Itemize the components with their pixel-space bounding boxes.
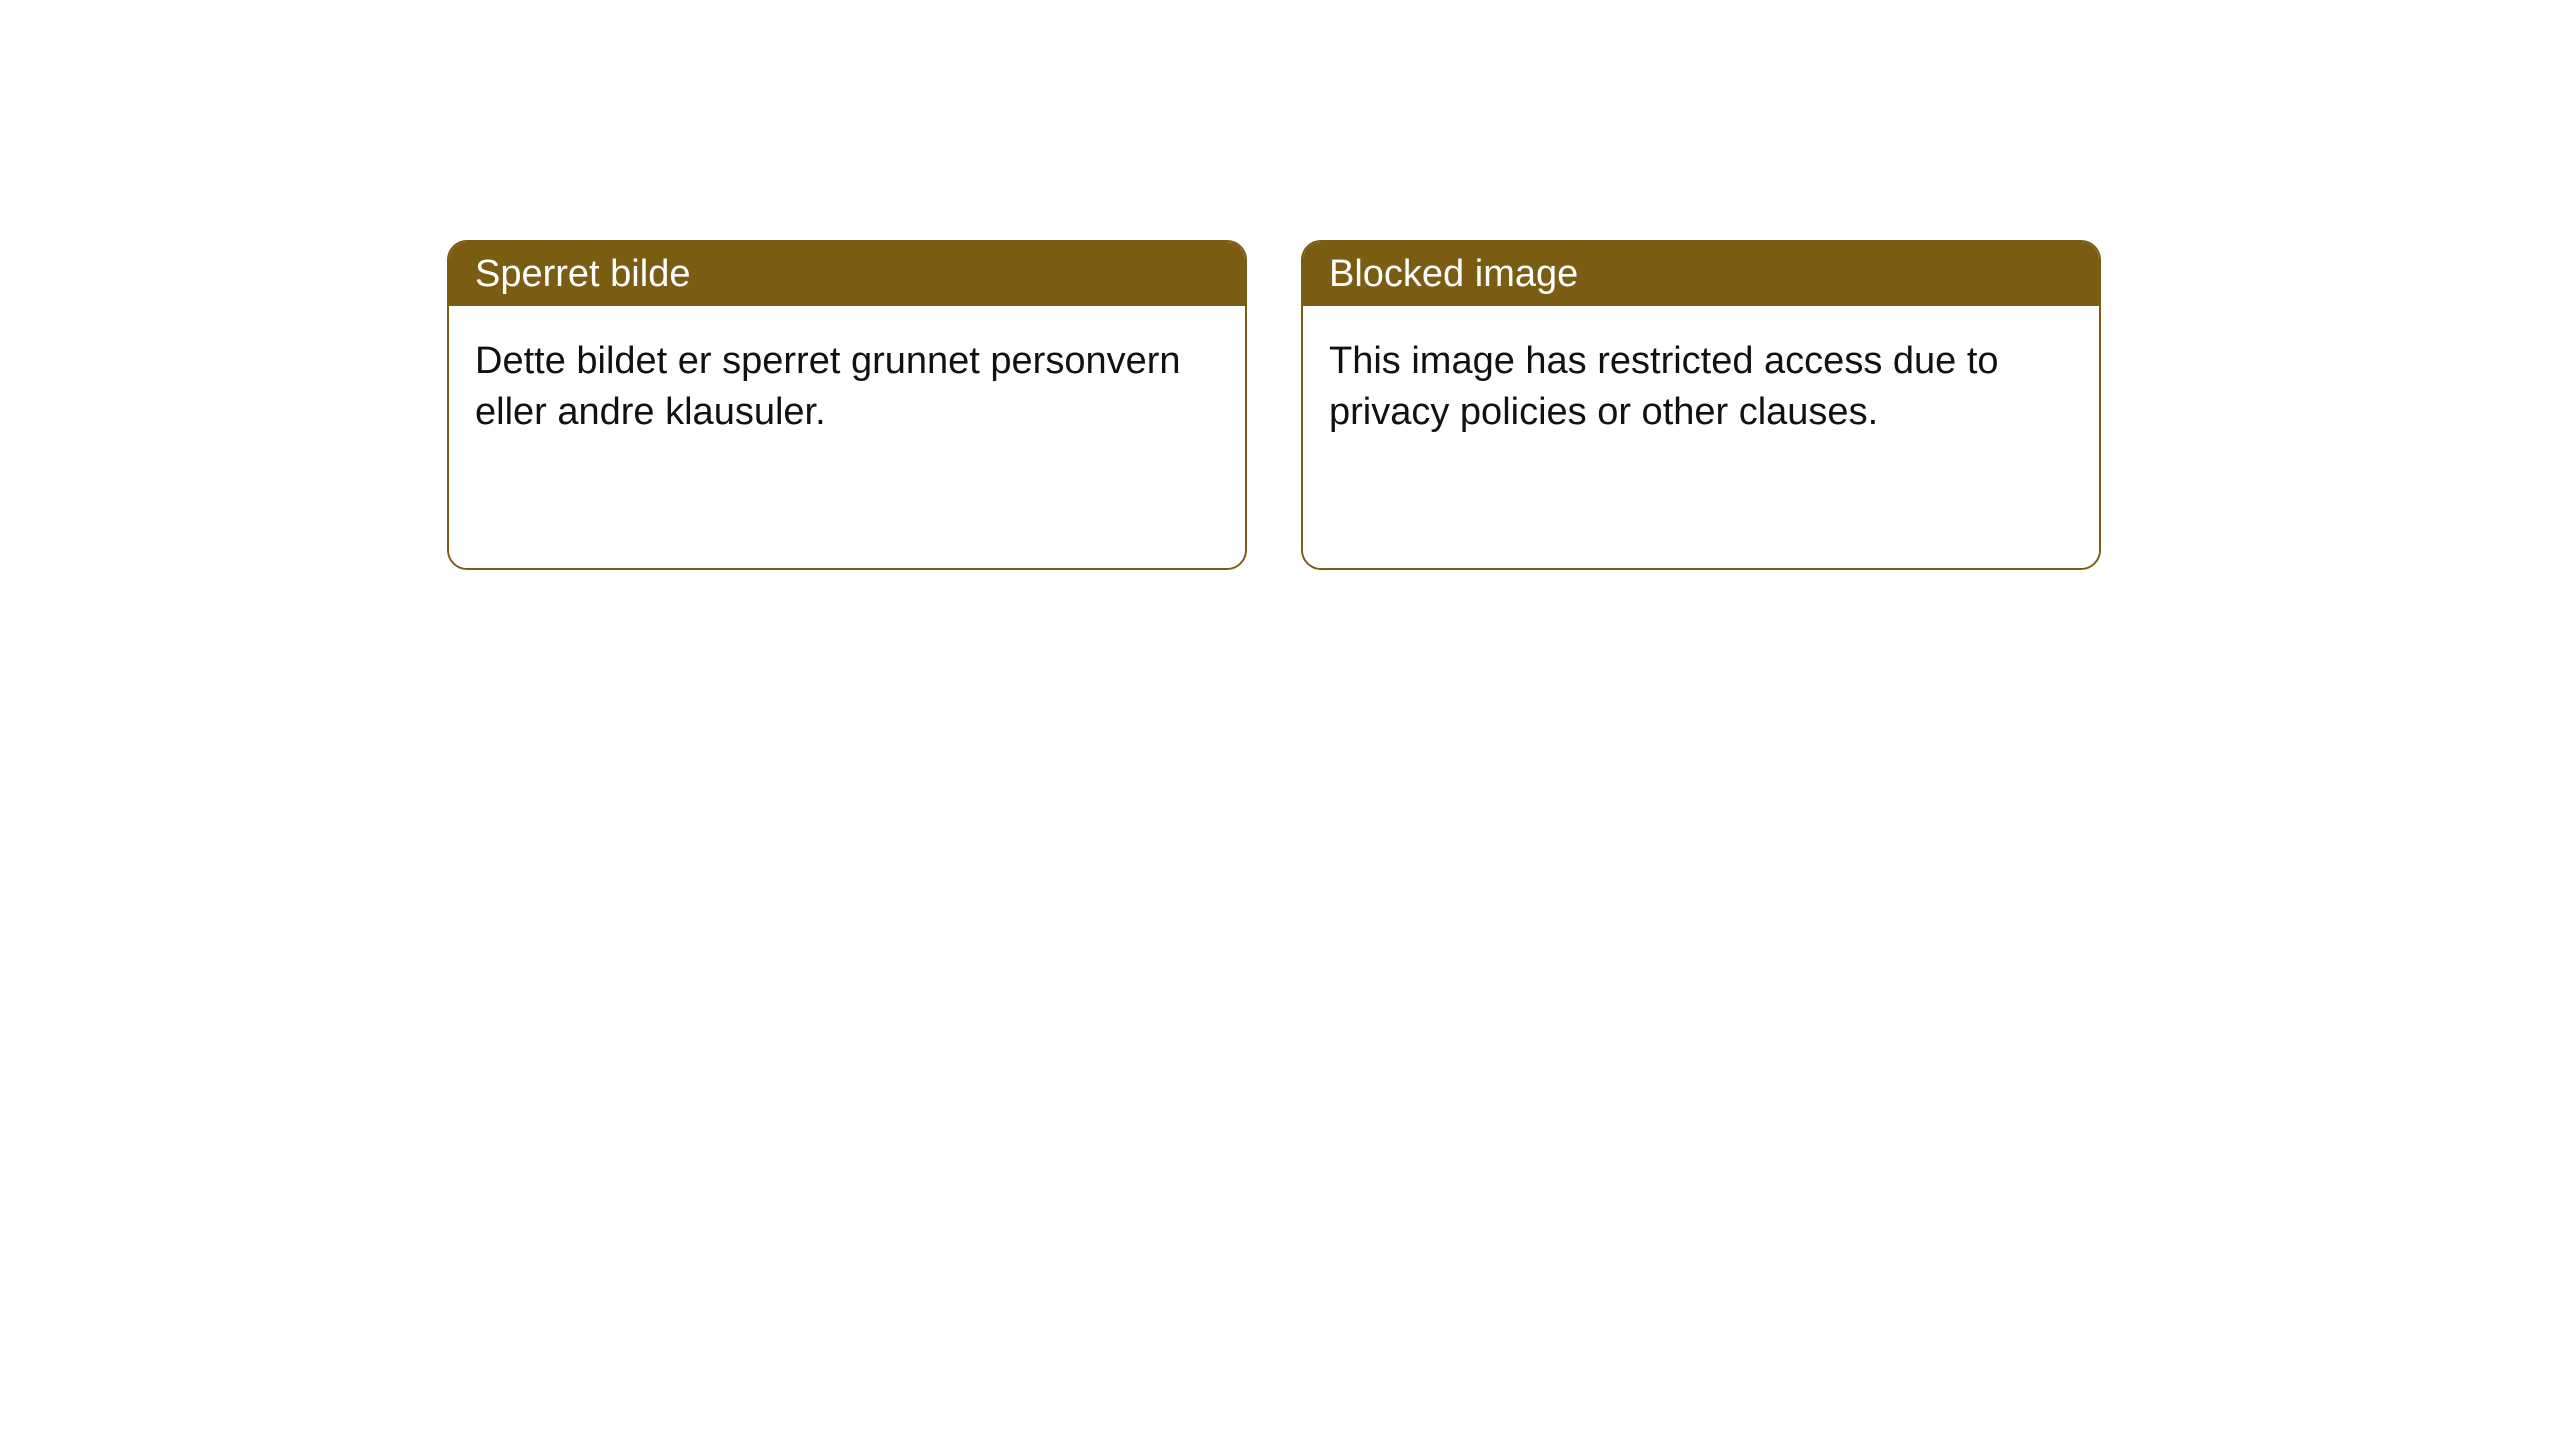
page-canvas: Sperret bilde Dette bildet er sperret gr… <box>0 0 2560 1440</box>
notice-card-en: Blocked image This image has restricted … <box>1301 240 2101 570</box>
notice-card-no: Sperret bilde Dette bildet er sperret gr… <box>447 240 1247 570</box>
notice-header-no: Sperret bilde <box>449 242 1245 306</box>
notice-header-en: Blocked image <box>1303 242 2099 306</box>
notice-body-no: Dette bildet er sperret grunnet personve… <box>449 306 1245 568</box>
notice-container: Sperret bilde Dette bildet er sperret gr… <box>447 240 2101 570</box>
notice-body-en: This image has restricted access due to … <box>1303 306 2099 568</box>
